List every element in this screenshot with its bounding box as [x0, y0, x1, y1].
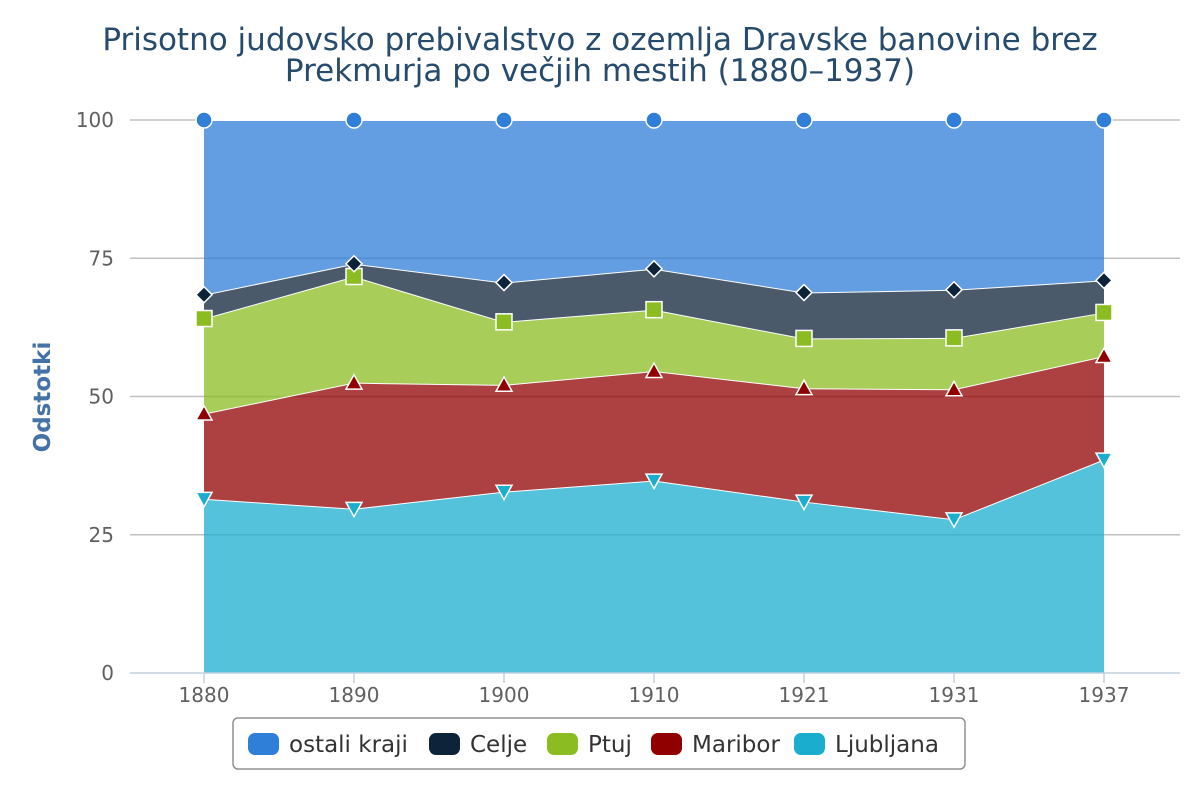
legend-item-ostali-kraji: ostali kraji: [248, 732, 408, 758]
point-celje-1890: [344, 254, 364, 273]
point-celje-1937: [1094, 271, 1114, 290]
point-ptuj-1921: [795, 329, 813, 348]
point-ptuj-1880: [195, 309, 213, 328]
point-ostali-kraji-1890: [345, 111, 363, 129]
point-maribor-1910: [644, 361, 664, 379]
legend-label-ostali-kraji: ostali kraji: [289, 732, 408, 758]
y-tick-label-25: 25: [89, 523, 114, 547]
point-maribor-1931: [944, 379, 964, 397]
point-ljubljana-1937: [1094, 452, 1114, 470]
point-maribor-1921: [794, 378, 814, 396]
point-ljubljana-1921: [794, 494, 814, 512]
x-tick-label-1880: 1880: [179, 683, 230, 707]
point-ostali-kraji-1900: [495, 111, 513, 129]
point-maribor-1937: [1094, 346, 1114, 364]
x-tick-label-1910: 1910: [629, 683, 680, 707]
axes: 0 25 50 75 100 1880 1890 1900 1910 1921 1931 1937: [76, 108, 1180, 707]
point-ostali-kraji-1937: [1095, 111, 1113, 129]
legend-label-ptuj: Ptuj: [588, 732, 632, 758]
chart-title-line-2: Prekmurja po večjih mestih (1880–1937): [285, 53, 915, 89]
area-ljubljana: [204, 459, 1104, 673]
legend-swatch-celje: [429, 733, 460, 755]
point-ptuj-1931: [945, 329, 963, 347]
point-ostali-kraji-1921: [795, 111, 813, 129]
chart-title: Prisotno judovsko prebivalstvo z ozemlja…: [102, 22, 1097, 89]
point-celje-1880: [194, 285, 214, 304]
x-tick-label-1890: 1890: [329, 683, 380, 707]
point-ljubljana-1910: [644, 473, 664, 491]
area-ptuj: [204, 276, 1104, 414]
chart-title-line-1: Prisotno judovsko prebivalstvo z ozemlja…: [102, 22, 1097, 58]
legend-item-maribor: Maribor: [651, 732, 780, 758]
y-tick-label-100: 100: [76, 108, 114, 132]
y-tick-label-50: 50: [89, 385, 114, 409]
plot-areas: [203, 119, 1105, 673]
legend-label-maribor: Maribor: [692, 732, 780, 758]
y-axis-label: Odstotki: [30, 342, 56, 453]
legend-swatch-ptuj: [547, 733, 578, 755]
x-tick-label-1900: 1900: [479, 683, 530, 707]
y-tick-label-75: 75: [89, 246, 114, 270]
legend-item-ptuj: Ptuj: [547, 732, 632, 758]
point-ljubljana-1900: [494, 484, 514, 502]
point-ljubljana-1890: [344, 501, 364, 519]
y-tick-label-0: 0: [101, 661, 114, 685]
legend-label-ljubljana: Ljubljana: [835, 732, 939, 758]
point-ptuj-1900: [495, 313, 513, 331]
legend-item-ljubljana: Ljubljana: [794, 732, 939, 758]
point-celje-1931: [944, 280, 964, 299]
point-ostali-kraji-1931: [945, 111, 963, 129]
point-celje-1910: [644, 259, 664, 278]
point-ptuj-1937: [1095, 303, 1113, 322]
x-tick-label-1937: 1937: [1079, 683, 1130, 707]
point-ptuj-1910: [645, 300, 663, 319]
legend-swatch-ljubljana: [794, 733, 825, 755]
point-maribor-1900: [494, 375, 514, 393]
x-tick-label-1921: 1921: [779, 683, 830, 707]
legend-box: [232, 717, 966, 770]
point-ljubljana-1931: [944, 512, 964, 529]
legend-swatch-ostali-kraji: [248, 733, 279, 755]
area-ostali-kraji: [204, 120, 1104, 295]
plot-markers: [194, 111, 1114, 529]
point-celje-1900: [494, 273, 514, 292]
legend: ostali kraji Celje Ptuj Maribor Ljubljana: [232, 717, 966, 770]
area-maribor: [204, 356, 1104, 520]
legend-item-celje: Celje: [429, 732, 527, 758]
point-maribor-1890: [344, 373, 364, 390]
point-ostali-kraji-1880: [195, 111, 213, 129]
x-tick-label-1931: 1931: [929, 683, 980, 707]
point-ostali-kraji-1910: [645, 111, 663, 129]
legend-label-celje: Celje: [470, 732, 527, 758]
legend-swatch-maribor: [651, 733, 682, 755]
point-celje-1921: [794, 283, 814, 302]
point-maribor-1880: [194, 404, 214, 421]
point-ljubljana-1880: [194, 491, 214, 509]
